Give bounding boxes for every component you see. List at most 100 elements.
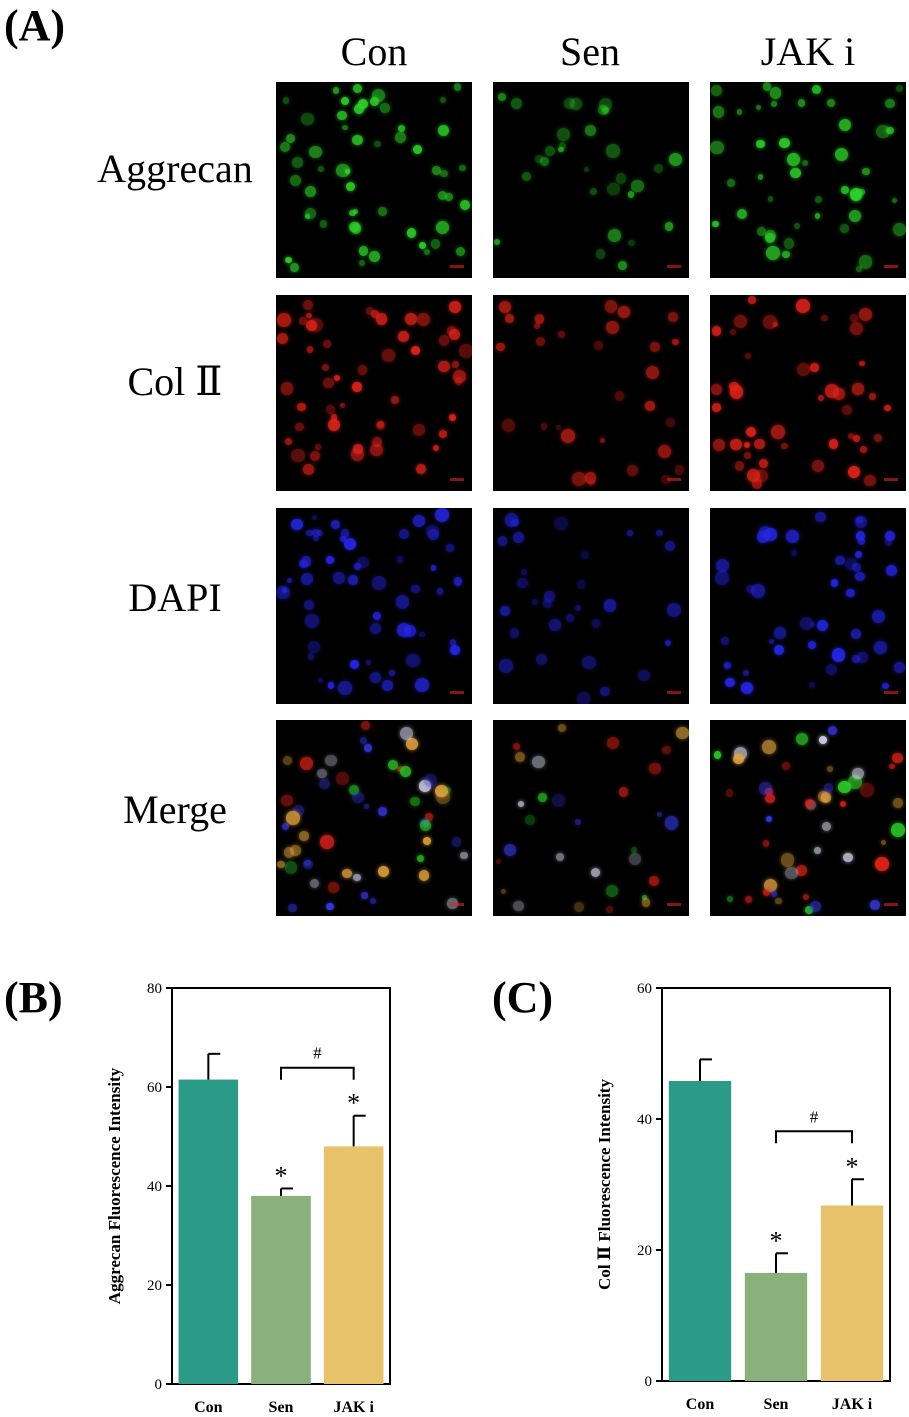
cell-blob: [348, 575, 358, 585]
cell-blob: [423, 248, 430, 255]
cell-blob: [794, 222, 801, 229]
cell-blob: [500, 889, 507, 895]
cell-blob: [414, 678, 429, 693]
cell-blob: [438, 191, 448, 201]
cell-blob: [558, 146, 564, 152]
cell-blob: [891, 823, 905, 837]
cell-blob: [373, 611, 382, 620]
cell-blob: [810, 363, 819, 372]
significance-star: *: [275, 1161, 288, 1190]
significance-star: *: [347, 1089, 360, 1118]
cell-blob: [315, 443, 322, 450]
cell-blob: [438, 429, 448, 439]
cell-blob: [730, 438, 742, 451]
cell-blob: [734, 461, 745, 471]
cell-blob: [796, 865, 808, 877]
comparison-label: #: [313, 1044, 322, 1063]
cell-blob: [710, 384, 722, 396]
cell-blob: [340, 536, 347, 543]
cell-blob: [357, 556, 369, 569]
cell-blob: [292, 805, 304, 817]
cell-blob: [308, 641, 320, 653]
cell-blob: [332, 87, 340, 95]
cell-blob: [763, 878, 777, 893]
cell-blob: [444, 193, 453, 202]
cell-blob: [748, 296, 756, 304]
cell-blob: [642, 894, 648, 900]
cell-blob: [439, 97, 446, 104]
cell-blob: [353, 83, 363, 93]
cell-blob: [790, 549, 798, 557]
cell-blob: [859, 445, 868, 454]
column-label-con: Con: [340, 29, 408, 74]
cell-blob: [440, 169, 448, 177]
cell-blob: [874, 641, 888, 655]
cell-blob: [365, 307, 374, 315]
cell-blob: [846, 588, 855, 597]
cell-blob: [656, 529, 663, 537]
cell-blob: [534, 313, 545, 324]
cell-blob: [661, 745, 671, 755]
cell-blob: [352, 382, 362, 392]
cell-blob: [892, 753, 903, 764]
cell-blob: [871, 610, 885, 624]
y-axis-label: Aggrecan Fluorescence Intensity: [105, 1067, 124, 1304]
cell-blob: [549, 619, 561, 632]
cell-blob: [835, 556, 845, 566]
cell-blob: [303, 600, 314, 611]
x-tick-label: Con: [194, 1399, 223, 1416]
cell-blob: [305, 613, 319, 628]
cell-blob: [453, 83, 462, 91]
cell-blob: [459, 164, 466, 172]
cell-blob: [742, 669, 750, 677]
cell-blob: [587, 478, 595, 486]
column-label-sen: Sen: [560, 29, 620, 74]
cell-blob: [406, 653, 420, 667]
cell-blob: [283, 755, 293, 766]
cell-blob: [397, 331, 409, 342]
cell-blob: [850, 321, 864, 335]
cell-blob: [276, 332, 288, 344]
cell-blob: [320, 220, 328, 228]
cell-blob: [395, 595, 410, 610]
cell-blob: [889, 763, 895, 770]
cell-blob: [558, 141, 567, 150]
cell-blob: [771, 100, 778, 107]
cell-blob: [333, 375, 340, 382]
cell-blob: [426, 524, 439, 538]
cell-blob: [337, 680, 352, 695]
cell-blob: [751, 478, 763, 490]
row-label-dapi: DAPI: [128, 575, 222, 620]
cell-blob: [582, 655, 596, 670]
cell-blob: [532, 756, 545, 769]
cell-blob: [403, 624, 417, 638]
cell-blob: [525, 814, 535, 825]
cell-blob: [370, 309, 379, 318]
cell-blob: [369, 897, 376, 904]
cell-blob: [351, 448, 365, 462]
cell-blob: [852, 383, 864, 395]
cell-blob: [855, 531, 866, 541]
cell-blob: [446, 544, 455, 552]
cell-blob: [657, 812, 663, 818]
cell-blob: [769, 87, 782, 99]
cell-blob: [848, 209, 862, 223]
cell-blob: [352, 791, 364, 804]
cell-blob: [583, 167, 589, 173]
cell-blob: [607, 182, 620, 195]
cell-blob: [884, 538, 893, 546]
cell-blob: [875, 857, 889, 871]
micrograph-aggrecan-sen: [493, 82, 689, 278]
scale-bar: [884, 691, 898, 694]
cell-blob: [353, 873, 361, 882]
cell-blob: [419, 780, 432, 792]
cell-blob: [333, 571, 345, 584]
cell-blob: [360, 720, 371, 731]
cell-blob: [572, 472, 587, 486]
scale-bar: [450, 265, 464, 268]
micrograph-aggrecan-jaki: [710, 82, 906, 278]
cell-blob: [518, 801, 525, 807]
cell-blob: [303, 464, 314, 475]
cell-blob: [564, 98, 575, 109]
cell-blob: [291, 448, 306, 463]
